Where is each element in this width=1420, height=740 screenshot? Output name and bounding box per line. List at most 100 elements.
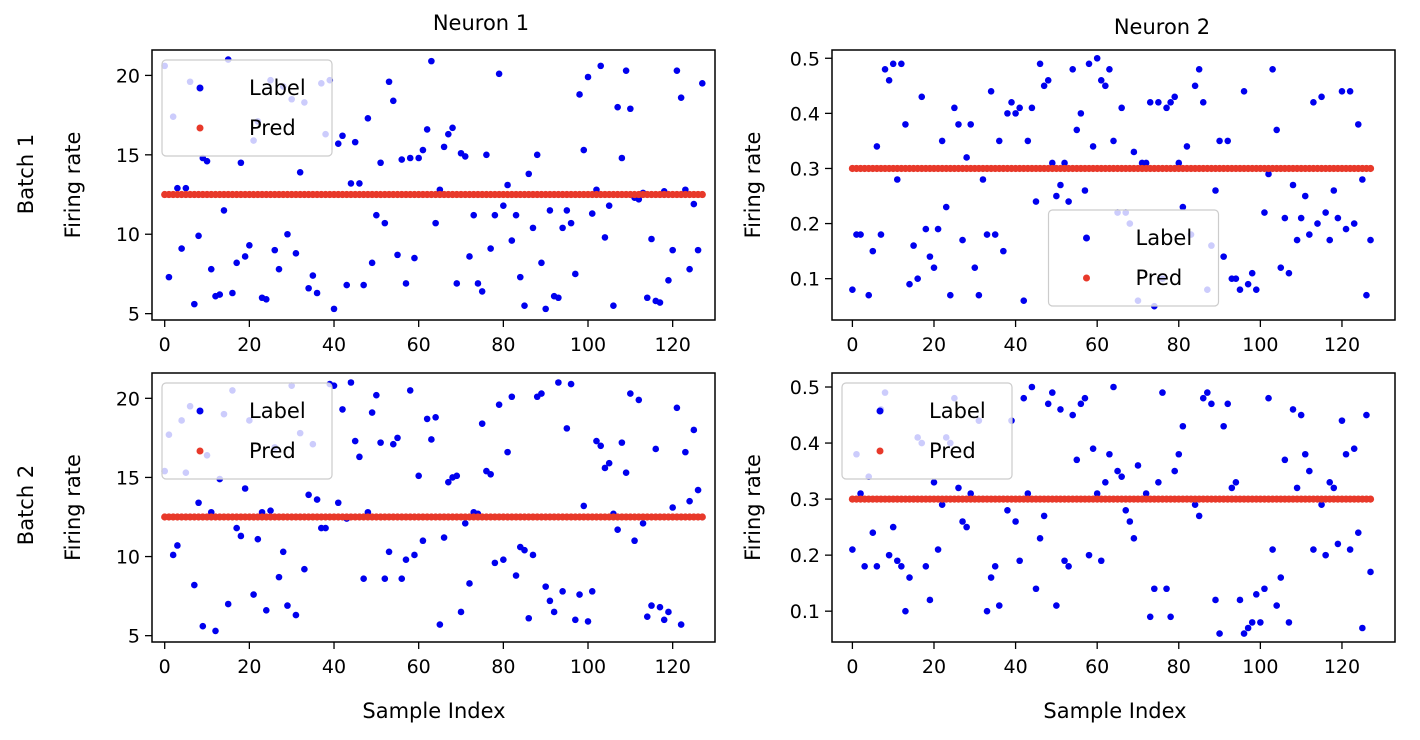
label-point [1073,456,1081,464]
legend-label-pred: Pred [929,439,976,463]
label-point [1081,394,1089,402]
label-point [955,121,962,128]
label-point [1118,104,1125,112]
label-point [1212,187,1219,194]
y-tick-label: 0.1 [790,601,820,623]
label-point [699,80,706,87]
series-pred-points [848,495,1375,503]
label-point [385,78,393,86]
label-point [930,478,938,486]
label-point [677,94,685,101]
x-tick-label: 80 [1167,334,1191,356]
label-point [1191,501,1199,509]
label-point [313,496,321,503]
label-point [347,180,355,187]
label-point [971,264,979,271]
label-point [942,203,950,211]
series-pred-points [848,164,1375,173]
label-point [1053,602,1060,609]
label-point [313,289,321,297]
label-point [889,523,897,531]
label-point [229,289,236,297]
label-point [275,265,283,273]
label-point [857,490,864,497]
label-point [1191,82,1199,90]
legend-box [161,382,333,480]
label-point [1040,512,1048,520]
legend: Label Pred [161,382,333,480]
column-title-neuron-2: Neuron 2 [1114,15,1210,39]
label-point [567,219,575,227]
label-point [849,286,856,293]
x-tick-label: 60 [1085,656,1109,678]
label-point [1085,60,1093,68]
label-point [174,184,181,192]
label-point [963,523,970,531]
label-point [1244,280,1252,288]
x-tick-label: 80 [491,656,515,678]
x-tick-label: 40 [1003,656,1027,678]
label-point [1089,445,1097,452]
label-point [394,251,401,259]
label-point [1061,159,1068,167]
label-point [423,126,431,133]
label-point [1012,110,1019,117]
label-point [563,425,571,432]
label-point [1301,450,1309,458]
label-point [1199,394,1207,402]
label-point [1285,619,1293,626]
label-point [938,137,946,145]
x-tick-label: 60 [407,656,431,678]
label-point [922,225,930,233]
label-point [1359,176,1366,183]
label-point [1122,507,1130,514]
label-point [610,302,617,310]
label-point [1306,231,1313,238]
label-point [584,618,592,625]
label-point [584,73,592,81]
legend-marker-pred [876,447,884,455]
label-point [893,176,901,183]
label-point [1261,209,1268,216]
label-point [1252,286,1260,293]
label-point [1151,585,1158,593]
x-tick-label: 100 [570,656,606,678]
x-tick-label: 120 [655,656,691,678]
label-point [1265,170,1272,178]
series-pred-points [161,190,706,199]
legend-marker-label [1083,234,1090,242]
label-point [906,280,913,288]
label-point [508,237,516,244]
label-point [865,291,873,299]
label-point [1228,484,1236,492]
label-point [1281,214,1289,222]
label-point [918,93,926,101]
x-tick-label: 40 [322,656,346,678]
label-point [419,537,427,545]
label-point [246,242,253,249]
label-point [478,288,486,295]
label-point [605,459,613,467]
label-point [979,176,987,183]
label-point [1097,77,1105,84]
label-point [529,551,537,559]
label-point [220,207,228,214]
label-point [1110,137,1117,145]
label-point [330,305,338,313]
label-point [1346,88,1354,95]
y-tick-label: 15 [116,467,140,489]
label-point [873,563,881,570]
legend-box [841,382,1013,480]
axes-frame [151,372,716,643]
label-point [597,442,605,450]
label-point [1004,110,1011,117]
label-point [1248,619,1256,626]
label-point [440,143,448,151]
label-point [1224,400,1232,408]
label-point [1293,236,1301,244]
label-point [1269,546,1276,553]
label-point [203,157,211,165]
label-point [212,627,219,635]
